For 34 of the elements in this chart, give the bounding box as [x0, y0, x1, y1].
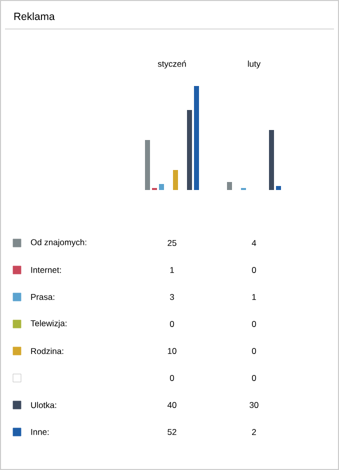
data-label: 0 [252, 375, 256, 381]
data-label: 1 [170, 267, 174, 273]
x-tick-label: luty [248, 60, 261, 68]
data-label: 0 [252, 348, 256, 354]
bar [269, 130, 274, 190]
data-label: 40 [167, 402, 176, 408]
data-label: 0 [170, 321, 174, 327]
bar [276, 186, 282, 190]
legend-label: Od znajomych: [30, 239, 86, 247]
data-label: 0 [252, 321, 256, 327]
data-label: 10 [168, 348, 176, 354]
data-label: 3 [170, 294, 174, 300]
legend-label: Inne: [31, 429, 49, 435]
bar [159, 184, 164, 190]
bar [187, 110, 192, 190]
x-tick-label: styczeń [158, 60, 186, 68]
legend-label: Rodzina: [31, 348, 64, 354]
text: Reklama [14, 12, 55, 20]
data-label: 52 [168, 429, 176, 435]
legend-label: Internet: [31, 267, 61, 273]
bar [145, 140, 150, 190]
data-label: 2 [252, 429, 256, 435]
data-label: 1 [252, 294, 256, 300]
legend-label: Telewizja: [30, 320, 66, 328]
data-label: 25 [168, 240, 176, 246]
bar [227, 182, 232, 190]
data-label: 0 [170, 375, 174, 381]
legend-label: Prasa: [31, 294, 54, 300]
data-label: 0 [252, 267, 256, 273]
data-label: 30 [250, 402, 258, 408]
legend-label: Ulotka: [31, 402, 56, 408]
bar [194, 86, 200, 190]
data-label: 4 [252, 240, 256, 246]
bar [173, 170, 178, 190]
